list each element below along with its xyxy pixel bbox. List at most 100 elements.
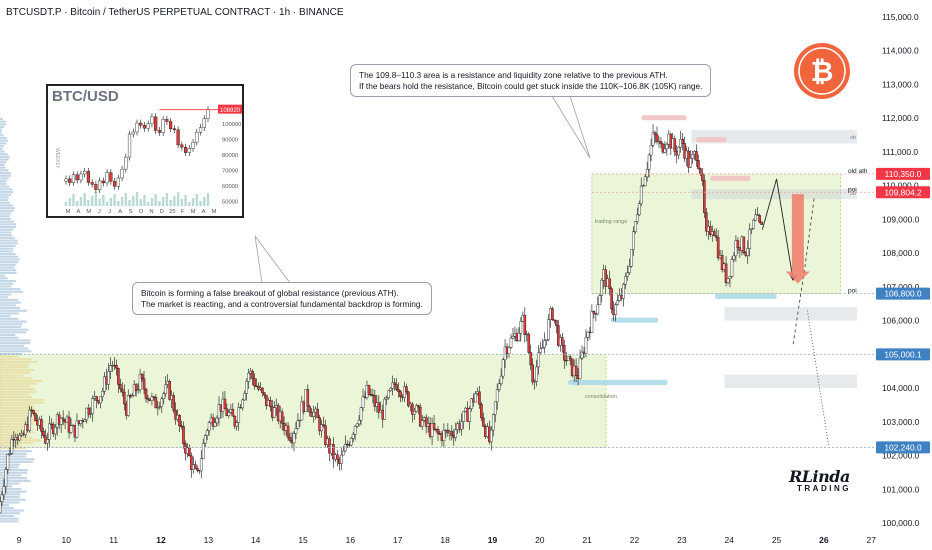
- candle-body: [231, 409, 235, 417]
- candle-body: [624, 276, 627, 285]
- price-tag: [876, 441, 930, 454]
- volume-bar: [0, 382, 37, 385]
- candle-body: [529, 352, 533, 366]
- candle-body: [207, 422, 211, 431]
- volume-bar: [0, 482, 20, 485]
- inset-candle-body: [161, 119, 165, 133]
- volume-bar: [0, 439, 41, 442]
- candle-body: [414, 405, 418, 412]
- candle-body: [424, 417, 428, 427]
- candle-body: [420, 420, 424, 427]
- candles-layer: [0, 124, 763, 514]
- breakout-callout[interactable]: Bitcoin is forming a false breakout of g…: [132, 282, 432, 315]
- inset-volume-bar: [120, 197, 124, 206]
- inset-candle-body: [112, 181, 117, 187]
- trading-range-label: trading range: [595, 219, 627, 225]
- callout-pointer: [254, 235, 291, 284]
- inset-x-tick: D: [160, 209, 164, 215]
- candle-body: [397, 389, 400, 392]
- volume-bar: [0, 120, 6, 123]
- candle-body: [568, 356, 572, 359]
- candle-body: [600, 280, 604, 296]
- candle-body: [355, 423, 359, 427]
- candle-body: [468, 408, 471, 422]
- ob-label: ob: [850, 191, 856, 197]
- price-tick-label: 108,000.0: [882, 248, 920, 258]
- inset-volume-bar: [165, 193, 169, 206]
- volume-bar: [0, 296, 8, 299]
- candle-body: [758, 215, 761, 223]
- candle-body: [592, 311, 596, 314]
- candle-body: [385, 397, 389, 400]
- candle-body: [673, 138, 677, 152]
- candle-body: [728, 276, 732, 279]
- volume-bar: [0, 307, 21, 310]
- volume-bar: [0, 215, 10, 218]
- price-tick-label: 107,000.0: [882, 282, 920, 292]
- time-tick-label: 25: [772, 535, 782, 545]
- inset-title: BTC/USD: [52, 88, 119, 105]
- candle-body: [714, 235, 718, 238]
- volume-bar: [0, 145, 5, 148]
- volume-bar: [0, 377, 32, 380]
- candle-body: [598, 295, 602, 306]
- candle-body: [46, 439, 49, 444]
- candle-body: [288, 437, 292, 441]
- volume-bar: [0, 182, 7, 185]
- candle-body: [280, 411, 284, 424]
- inset-candle-body: [150, 116, 154, 124]
- inset-volume-bar: [94, 192, 98, 206]
- candle-body: [298, 419, 302, 422]
- level-label: old ath: [848, 168, 868, 175]
- price-tag: [876, 348, 930, 361]
- candle-body: [316, 408, 319, 418]
- candle-body: [322, 424, 325, 427]
- volume-bar: [0, 425, 27, 428]
- candle-body: [541, 347, 544, 349]
- volume-bar: [0, 350, 32, 353]
- candle-body: [377, 402, 381, 413]
- time-axis[interactable]: 9 10 11 12 13 14 15 16 17 18 19 20 21 22 23 24 25 26 27: [0, 530, 932, 550]
- inset-candle-body: [98, 180, 102, 190]
- candle-body: [578, 357, 582, 379]
- candle-body: [403, 386, 406, 398]
- candle-body: [551, 308, 554, 320]
- candle-body: [716, 237, 720, 259]
- price-axis[interactable]: 100,000.0 101,000.0 102,000.0 103,000.0 104,…: [876, 0, 932, 550]
- volume-bar: [0, 136, 7, 139]
- volume-bar: [0, 471, 28, 474]
- volume-bar: [0, 355, 20, 358]
- candle-body: [10, 439, 14, 454]
- candle-body: [432, 423, 436, 430]
- candle-body: [79, 420, 83, 424]
- volume-bar: [0, 347, 29, 350]
- candle-body: [272, 407, 276, 418]
- price-tag-label: 105,000.1: [884, 349, 922, 359]
- candle-body: [750, 228, 754, 231]
- candle-body: [482, 417, 485, 427]
- candle-body: [724, 263, 728, 284]
- candle-body: [689, 158, 692, 168]
- candle-body: [251, 370, 254, 379]
- candle-body: [107, 371, 110, 385]
- candle-body: [413, 411, 416, 415]
- inset-y-tick: 80000: [222, 153, 238, 159]
- candle-body: [736, 240, 740, 248]
- inset-x-tick: S: [129, 209, 133, 215]
- volume-bar: [0, 477, 27, 480]
- resistance-callout[interactable]: The 109.8–110.3 area is a resistance and…: [350, 64, 712, 97]
- candle-body: [308, 406, 312, 413]
- weekly-inset-chart[interactable]: 108920 100000 90000 80000 70000 60000 50000 M A M…: [46, 84, 244, 218]
- volume-bar: [0, 239, 18, 242]
- candle-body: [87, 407, 91, 415]
- volume-bar: [0, 412, 34, 415]
- price-tick-label: 114,000.0: [882, 46, 919, 56]
- volume-bar: [0, 298, 19, 301]
- volume-bar: [0, 266, 15, 269]
- volume-bar: [0, 342, 31, 345]
- candle-body: [215, 417, 219, 424]
- inset-y-tick: 50000: [222, 199, 238, 205]
- candle-body: [373, 395, 377, 407]
- inset-volume-bar: [83, 193, 86, 206]
